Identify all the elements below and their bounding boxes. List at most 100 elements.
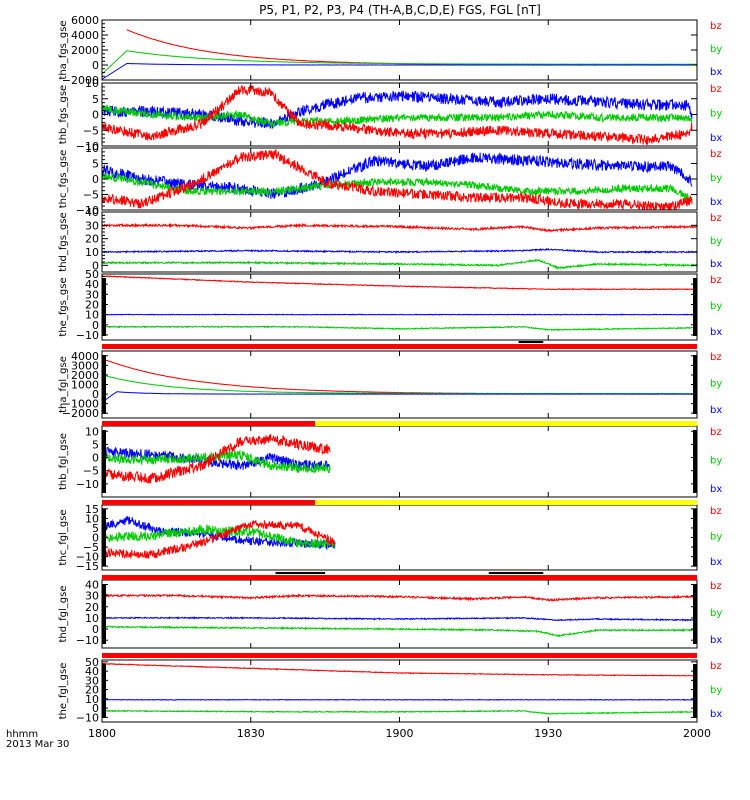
y-tick-label: 10 bbox=[85, 425, 99, 438]
legend-by: by bbox=[710, 236, 722, 247]
y-tick-label: 2000 bbox=[71, 369, 99, 382]
x-axis-label-hhmm: hhmm bbox=[6, 729, 38, 740]
legend-bz: bz bbox=[710, 581, 722, 592]
series-bx-line bbox=[102, 62, 697, 80]
y-tick-label: 0 bbox=[92, 319, 99, 332]
y-tick-label: 6000 bbox=[71, 14, 99, 27]
right-edge-marker bbox=[693, 509, 697, 566]
y-axis-label: thb_fgl_gse bbox=[58, 433, 69, 490]
panel-thb_fgs_gse: 10 5 0 −5 −10 thb_fgs_gse bz by bx bbox=[58, 77, 722, 153]
y-tick-label: 40 bbox=[85, 665, 99, 678]
x-axis: hhmm 2013 Mar 30 1800 1830 1900 1930 2000 bbox=[6, 727, 711, 750]
series-bz-line bbox=[102, 434, 331, 484]
x-tick-label: 1930 bbox=[534, 727, 562, 740]
y-axis-label: thd_fgs_gse bbox=[58, 212, 69, 271]
y-axis-label: thc_fgl_gse bbox=[58, 509, 69, 565]
y-tick-label: 10 bbox=[85, 693, 99, 706]
series-group bbox=[102, 149, 693, 210]
right-edge-marker bbox=[693, 278, 697, 336]
series-by-line bbox=[102, 709, 697, 715]
series-bz-line bbox=[102, 520, 336, 560]
y-tick-label: −10 bbox=[76, 329, 99, 342]
panel-frame bbox=[101, 147, 698, 211]
legend-by: by bbox=[710, 173, 722, 184]
y-tick-label: −10 bbox=[76, 478, 99, 491]
y-axis-label: the_fgs_gse bbox=[58, 277, 69, 336]
y-tick-label: −2000 bbox=[62, 74, 99, 87]
x-axis-label-date: 2013 Mar 30 bbox=[6, 739, 69, 750]
left-edge-marker bbox=[102, 664, 106, 718]
legend-by: by bbox=[710, 608, 722, 619]
right-edge-marker bbox=[693, 430, 697, 493]
y-tick-label: −15 bbox=[76, 560, 99, 573]
series-by-line bbox=[102, 104, 693, 129]
right-edge-marker bbox=[693, 584, 697, 644]
panel-frame bbox=[101, 504, 698, 571]
chart-title: P5, P1, P2, P3, P4 (TH-A,B,C,D,E) FGS, F… bbox=[259, 3, 541, 17]
status-bar-mark bbox=[518, 341, 544, 343]
y-axis-label: thb_fgs_gse bbox=[58, 85, 69, 144]
y-tick-label: 5 bbox=[92, 158, 99, 171]
y-tick-label: 3000 bbox=[71, 359, 99, 372]
y-tick-label: −10 bbox=[76, 140, 99, 153]
legend-bz: bz bbox=[710, 275, 722, 286]
y-tick-label: 2000 bbox=[71, 44, 99, 57]
legend-bz: bz bbox=[710, 213, 722, 224]
legend-bz: bz bbox=[710, 352, 722, 363]
legend-bz: bz bbox=[710, 661, 722, 672]
series-bx-line bbox=[102, 616, 697, 622]
series-group bbox=[102, 358, 697, 404]
y-tick-label: −10 bbox=[76, 634, 99, 647]
series-bz-line bbox=[102, 662, 697, 677]
legend-bx: bx bbox=[710, 133, 722, 144]
y-tick-label: 0 bbox=[92, 452, 99, 465]
y-tick-label: 50 bbox=[85, 268, 99, 281]
y-tick-label: 5 bbox=[92, 93, 99, 106]
left-edge-marker bbox=[102, 509, 106, 566]
y-tick-label: 1000 bbox=[71, 379, 99, 392]
x-tick-label: 1800 bbox=[88, 727, 116, 740]
series-group bbox=[102, 434, 331, 484]
series-group bbox=[102, 275, 697, 332]
series-bz-line bbox=[102, 593, 697, 602]
legend-by: by bbox=[710, 532, 722, 543]
left-edge-marker bbox=[102, 278, 106, 336]
panel-thc_fgs_gse: 10 5 0 −5 −10 thc_fgs_gse bz by bx bbox=[58, 142, 722, 217]
panel-frame bbox=[101, 19, 698, 81]
legend-bx: bx bbox=[710, 635, 722, 646]
series-bz-line bbox=[102, 149, 693, 210]
legend-by: by bbox=[710, 109, 722, 120]
x-tick-label: 1900 bbox=[386, 727, 414, 740]
y-tick-label: 30 bbox=[85, 219, 99, 232]
series-by-line bbox=[102, 523, 336, 549]
y-tick-label: −10 bbox=[76, 551, 99, 564]
y-tick-label: −2000 bbox=[62, 407, 99, 420]
y-tick-label: −5 bbox=[83, 124, 99, 137]
panel-frame bbox=[101, 273, 698, 341]
status-bar-segment-red bbox=[102, 575, 697, 580]
series-group bbox=[102, 515, 336, 560]
y-tick-label: 5 bbox=[92, 438, 99, 451]
y-tick-label: 15 bbox=[85, 503, 99, 516]
y-tick-label: 20 bbox=[85, 601, 99, 614]
status-bar-mark bbox=[275, 572, 326, 574]
x-tick-label: 1830 bbox=[237, 727, 265, 740]
series-bx-line bbox=[102, 90, 693, 129]
series-group bbox=[102, 593, 697, 638]
y-tick-label: 30 bbox=[85, 590, 99, 603]
y-tick-label: 20 bbox=[85, 684, 99, 697]
status-bar-segment-red bbox=[102, 653, 697, 658]
series-by-line bbox=[102, 325, 697, 332]
series-by-line bbox=[102, 258, 697, 271]
series-bx-line bbox=[102, 698, 697, 701]
y-tick-label: 0 bbox=[92, 623, 99, 636]
legend-bz: bz bbox=[710, 427, 722, 438]
y-tick-label: 0 bbox=[92, 388, 99, 401]
series-bz-line bbox=[102, 275, 697, 291]
